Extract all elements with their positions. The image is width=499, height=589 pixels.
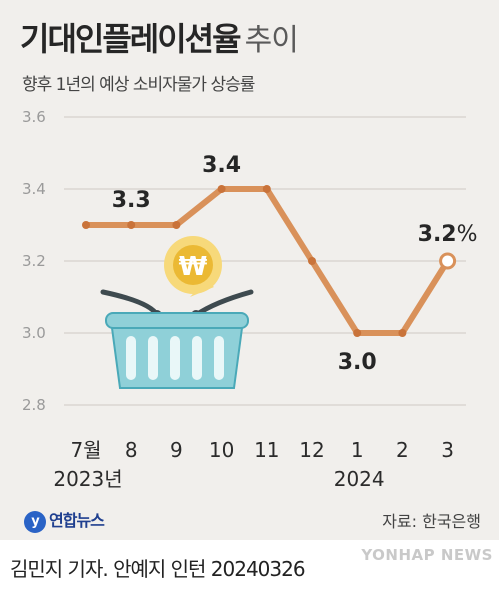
x-tick-label: 2 xyxy=(396,438,409,462)
data-label-value: 3.3 xyxy=(112,188,151,213)
data-label-value: 3.4 xyxy=(202,153,241,178)
shopping-basket-icon xyxy=(100,289,254,389)
chart-subtitle: 향후 1년의 예상 소비자물가 상승률 xyxy=(22,75,255,95)
footer-band xyxy=(0,540,499,589)
x-tick-label: 11 xyxy=(254,438,279,462)
data-label: 3.3 xyxy=(112,188,151,213)
data-point xyxy=(353,329,362,337)
data-point xyxy=(217,185,226,193)
year-label: 2024 xyxy=(334,467,385,491)
chart-title: 기대인플레이션율 추이 xyxy=(20,14,299,60)
year-label: 2023년 xyxy=(53,467,122,491)
watermark: YONHAP NEWS xyxy=(361,546,493,564)
won-coin-icon: ₩ xyxy=(164,236,222,297)
x-tick-label: 10 xyxy=(209,438,234,462)
y-tick-label: 3.6 xyxy=(22,108,46,126)
title-main: 기대인플레이션율 xyxy=(20,20,242,58)
data-label: 3.2% xyxy=(418,222,478,247)
svg-text:₩: ₩ xyxy=(179,252,208,282)
x-tick-label: 7월 xyxy=(70,438,101,462)
shopping-basket-illustration: ₩ xyxy=(100,236,254,389)
data-label-unit: % xyxy=(457,222,478,247)
x-tick-label: 1 xyxy=(351,438,364,462)
data-label: 3.4 xyxy=(202,153,241,178)
yonhap-logo-icon: y xyxy=(24,510,46,533)
data-point xyxy=(82,221,90,229)
data-point xyxy=(308,257,316,265)
x-tick-label: 3 xyxy=(441,438,454,462)
y-tick-label: 3.4 xyxy=(22,180,46,198)
data-point xyxy=(127,221,136,229)
source-note: 자료: 한국은행 xyxy=(382,512,481,531)
yonhap-logo: y 연합뉴스 xyxy=(24,507,105,533)
data-point-current xyxy=(439,252,457,270)
data-label-value: 3.0 xyxy=(338,350,377,375)
title-suffix: 추이 xyxy=(244,23,299,58)
y-tick-label: 2.8 xyxy=(22,396,46,414)
x-tick-label: 12 xyxy=(299,438,324,462)
x-tick-label: 9 xyxy=(170,438,183,462)
data-point xyxy=(172,221,181,229)
data-label-value: 3.2 xyxy=(418,222,457,247)
y-tick-label: 3.2 xyxy=(22,252,46,270)
x-tick-label: 8 xyxy=(125,438,138,462)
data-label: 3.0 xyxy=(338,350,377,375)
byline: 김민지 기자. 안예지 인턴 20240326 xyxy=(10,557,306,581)
yonhap-logo-text: 연합뉴스 xyxy=(49,511,105,530)
data-point xyxy=(262,185,271,193)
data-point xyxy=(398,329,407,337)
y-tick-label: 3.0 xyxy=(22,324,46,342)
